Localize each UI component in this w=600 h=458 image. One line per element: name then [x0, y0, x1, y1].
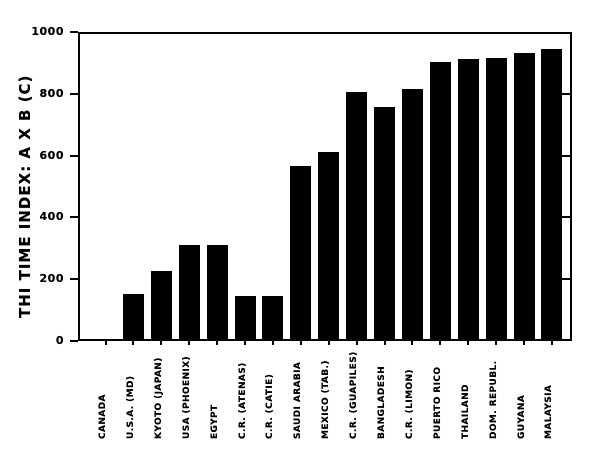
- x-category-label: C.R. (CATIE): [265, 373, 276, 439]
- x-tick-mark: [439, 341, 442, 345]
- bar-guyana: [513, 53, 535, 339]
- bar-bangladesh: [374, 107, 395, 339]
- y-tick-label: 200: [39, 272, 64, 286]
- y-tick-mark-left: [70, 278, 78, 281]
- x-tick-mark: [355, 341, 358, 345]
- x-category-label: C.R. (LIMON): [404, 369, 415, 439]
- bar-c-r-limon-: [401, 89, 423, 339]
- x-tick-mark: [188, 341, 191, 345]
- y-tick-mark-left: [70, 31, 78, 33]
- bar-kyoto-japan-: [150, 271, 172, 339]
- x-tick-mark: [327, 341, 330, 345]
- x-tick-mark: [216, 341, 219, 345]
- bar-dom-republ-: [485, 58, 507, 339]
- x-category-label: C.R. (GUAPILES): [349, 351, 360, 439]
- bar-c-r-catie-: [262, 296, 284, 339]
- y-tick-mark-right: [562, 278, 570, 281]
- x-tick-mark: [467, 341, 470, 345]
- bar-mexico-tab-: [318, 152, 340, 339]
- y-tick-label: 800: [39, 86, 64, 100]
- bar-c-r-atenas-: [234, 296, 256, 339]
- x-category-label: PUERTO RICO: [432, 366, 443, 439]
- x-tick-mark: [271, 341, 274, 345]
- x-category-label: EGYPT: [209, 404, 220, 439]
- x-tick-mark: [104, 341, 107, 345]
- bar-malaysia: [541, 49, 563, 339]
- x-category-label: THAILAND: [460, 384, 471, 439]
- y-tick-mark-left: [70, 340, 78, 342]
- bar-puerto-rico: [429, 62, 451, 339]
- bar-egypt: [206, 245, 228, 339]
- y-tick-mark-right: [562, 92, 570, 95]
- x-tick-mark: [411, 341, 414, 345]
- x-tick-mark: [160, 341, 163, 345]
- x-tick-mark: [495, 341, 498, 345]
- x-category-label: BANGLADESH: [377, 365, 387, 439]
- y-tick-mark-right: [562, 216, 570, 219]
- x-category-label: DOM. REPUBL.: [488, 360, 499, 439]
- x-category-label: GUYANA: [516, 394, 527, 439]
- bar-usa-phoenix-: [178, 245, 200, 339]
- x-tick-mark: [132, 341, 135, 345]
- bar-c-r-guapiles-: [346, 92, 368, 339]
- x-tick-mark: [299, 341, 302, 345]
- y-tick-mark-right: [562, 154, 570, 157]
- bar-u-s-a-md-: [122, 294, 144, 339]
- y-tick-label: 600: [39, 148, 64, 162]
- x-category-label: CANADA: [98, 394, 108, 439]
- x-tick-mark: [550, 341, 553, 345]
- y-tick-label: 400: [39, 210, 64, 224]
- x-tick-mark: [523, 341, 525, 345]
- x-category-label: MALAYSIA: [544, 384, 555, 439]
- x-category-label: KYOTO (JAPAN): [153, 357, 164, 439]
- x-category-label: SAUDI ARABIA: [293, 361, 304, 439]
- y-tick-mark-left: [70, 216, 78, 219]
- x-category-label: C.R. (ATENAS): [237, 362, 248, 439]
- bar-thailand: [457, 59, 479, 339]
- x-category-label: U.S.A. (MD): [125, 375, 136, 439]
- x-tick-mark: [383, 341, 386, 345]
- bar-saudi-arabia: [290, 166, 312, 339]
- plot-area: [78, 32, 572, 341]
- y-tick-mark-left: [70, 92, 78, 95]
- y-tick-label: 0: [55, 334, 64, 347]
- x-tick-mark: [244, 341, 246, 345]
- x-category-label: USA (PHOENIX): [181, 355, 192, 439]
- y-tick-label: 1000: [31, 25, 64, 38]
- x-category-label: MEXICO (TAB.): [321, 360, 332, 439]
- y-tick-mark-left: [70, 154, 78, 157]
